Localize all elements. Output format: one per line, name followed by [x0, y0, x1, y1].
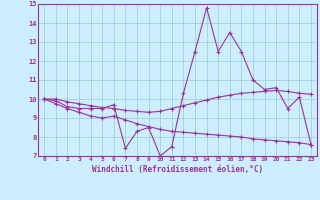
X-axis label: Windchill (Refroidissement éolien,°C): Windchill (Refroidissement éolien,°C) — [92, 165, 263, 174]
